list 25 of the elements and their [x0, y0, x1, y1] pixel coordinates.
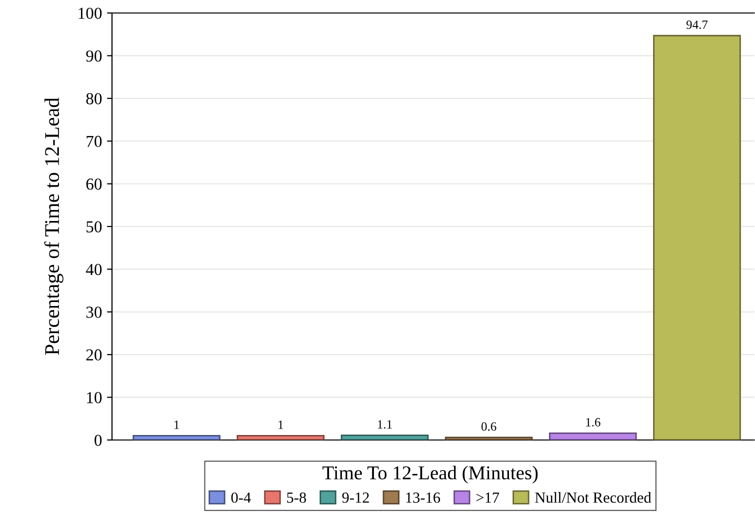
y-tick-label: 10 [87, 392, 102, 404]
data-label: 94.7 [686, 20, 708, 29]
legend-title: Time To 12-Lead (Minutes) [322, 466, 538, 484]
y-tick-label: 80 [86, 93, 102, 104]
y-tick-label: 100 [78, 8, 102, 19]
data-label: 1.6 [586, 418, 600, 427]
y-tick-label: 30 [86, 306, 102, 318]
y-tick-label: 40 [86, 264, 102, 276]
y-tick-label: 0 [94, 434, 102, 446]
data-label: 1 [174, 420, 179, 429]
legend-label: Null/Not Recorded [535, 492, 652, 503]
legend-label: 5-8 [287, 492, 306, 503]
data-label: 1 [278, 420, 284, 429]
legend-label: 13-16 [406, 492, 440, 503]
data-label: 1.1 [378, 420, 392, 429]
data-label: 0.6 [481, 422, 496, 431]
y-tick-label: 70 [86, 136, 102, 148]
y-tick-label: 90 [86, 50, 102, 62]
legend-label: >17 [476, 492, 500, 503]
legend-label: 9-12 [342, 492, 369, 503]
y-tick-label: 50 [86, 221, 102, 232]
y-axis-title: Percentage of Time to 12-Lead [44, 98, 64, 355]
y-tick-label: 60 [86, 178, 102, 190]
y-tick-label: 20 [86, 349, 102, 361]
legend-label: 0-4 [231, 492, 251, 503]
